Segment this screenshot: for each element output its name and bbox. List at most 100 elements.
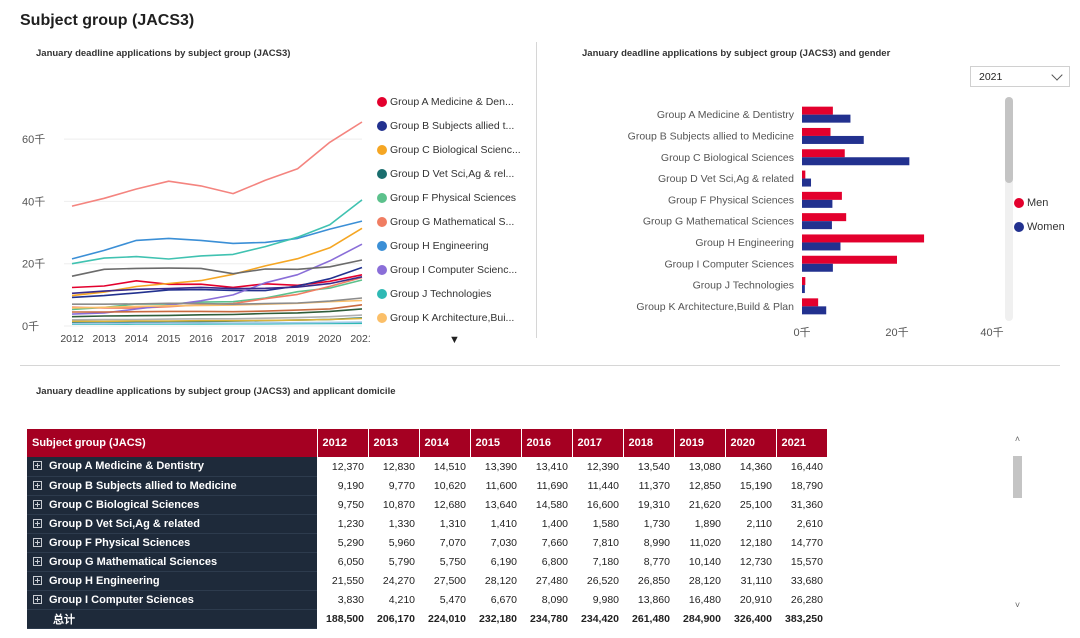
row-header[interactable]: Group D Vet Sci,Ag & related xyxy=(27,514,317,534)
expand-plus-icon[interactable] xyxy=(33,499,42,509)
bar[interactable] xyxy=(802,213,847,222)
column-header-subject[interactable]: Subject group (JACS) xyxy=(27,429,318,457)
series-line[interactable] xyxy=(71,321,363,325)
series-line[interactable] xyxy=(71,274,363,289)
table-cell: 3,830 xyxy=(337,593,364,606)
line-chart[interactable]: 0千 20千 40千 60千 2012 2013 2014 2015 2016 2017 2018 2… xyxy=(20,90,370,350)
series-line[interactable] xyxy=(71,121,363,207)
series-line[interactable] xyxy=(72,317,363,323)
scroll-down-icon[interactable]: ˅ xyxy=(1014,600,1021,610)
men-dot-icon xyxy=(1014,198,1024,208)
row-header[interactable]: Group F Physical Sciences xyxy=(27,533,317,553)
column-header-year[interactable]: 2020 xyxy=(725,429,777,457)
column-header-year[interactable]: 2017 xyxy=(572,429,624,457)
bar[interactable] xyxy=(802,285,805,294)
x-tick-label: 2021 xyxy=(350,333,370,345)
expand-plus-icon[interactable] xyxy=(33,575,42,585)
legend-item[interactable]: Group C Biological Scienc... xyxy=(377,138,527,162)
table-cell: 26,520 xyxy=(586,574,619,587)
matrix-scrollbar[interactable] xyxy=(1013,456,1022,498)
legend-item-women[interactable]: Women xyxy=(1014,221,1065,233)
bar[interactable] xyxy=(802,149,845,158)
expand-plus-icon[interactable] xyxy=(33,537,42,547)
column-header-year[interactable]: 2019 xyxy=(674,429,726,457)
series-line[interactable] xyxy=(71,259,363,277)
legend-more-icon[interactable]: ▼ xyxy=(449,334,460,346)
series-line[interactable] xyxy=(71,199,363,265)
scroll-up-icon[interactable]: ˄ xyxy=(1014,434,1021,444)
year-select[interactable]: 2021 xyxy=(970,66,1070,87)
series-line[interactable] xyxy=(71,227,363,297)
section-divider xyxy=(20,365,1060,366)
row-header[interactable]: Group B Subjects allied to Medicine xyxy=(27,476,317,496)
bar-chart[interactable]: Group A Medicine & Dentistry Group B Subj… xyxy=(540,96,1010,346)
bar[interactable] xyxy=(802,255,897,264)
bar[interactable] xyxy=(802,127,831,136)
column-header-year[interactable]: 2021 xyxy=(776,429,828,457)
bar[interactable] xyxy=(802,277,806,286)
legend-item[interactable]: Group K Architecture,Bui... xyxy=(377,306,527,330)
column-header-year[interactable]: 2012 xyxy=(317,429,369,457)
expand-plus-icon[interactable] xyxy=(33,518,42,528)
row-header[interactable]: Group A Medicine & Dentistry xyxy=(27,457,317,477)
column-header-year[interactable]: 2013 xyxy=(368,429,420,457)
bar-chart-scrollbar[interactable] xyxy=(1005,97,1013,183)
bar[interactable] xyxy=(802,114,851,123)
column-header-year[interactable]: 2018 xyxy=(623,429,675,457)
series-line[interactable] xyxy=(71,308,363,318)
bar[interactable] xyxy=(802,199,833,208)
table-cell: 7,030 xyxy=(490,536,517,549)
series-line[interactable] xyxy=(71,220,363,260)
bar[interactable] xyxy=(802,242,841,251)
expand-plus-icon[interactable] xyxy=(33,594,42,604)
legend-item[interactable]: Group F Physical Sciences xyxy=(377,186,527,210)
series-line[interactable] xyxy=(72,304,363,313)
bar[interactable] xyxy=(802,157,910,166)
bar[interactable] xyxy=(802,306,827,315)
row-header[interactable]: Group C Biological Sciences xyxy=(27,495,317,515)
series-line[interactable] xyxy=(72,297,363,305)
table-cell: 13,390 xyxy=(484,460,517,473)
bar[interactable] xyxy=(802,106,833,115)
legend-item[interactable]: Group D Vet Sci,Ag & rel... xyxy=(377,162,527,186)
table-cell: 19,310 xyxy=(637,498,670,511)
total-cell: 326,400 xyxy=(734,612,772,625)
table-cell: 10,620 xyxy=(433,479,466,492)
column-header-year[interactable]: 2016 xyxy=(521,429,573,457)
expand-plus-icon[interactable] xyxy=(33,480,42,490)
total-cell: 188,500 xyxy=(326,612,364,625)
legend-item[interactable]: Group G Mathematical S... xyxy=(377,210,527,234)
bar[interactable] xyxy=(802,178,812,187)
legend-item[interactable]: Group A Medicine & Den... xyxy=(377,90,527,114)
series-line[interactable] xyxy=(71,276,363,295)
bar-chart-scroll-track[interactable] xyxy=(1005,97,1013,321)
bar[interactable] xyxy=(802,191,842,200)
y-tick-label: 60千 xyxy=(22,133,45,146)
bar[interactable] xyxy=(802,135,864,144)
series-line[interactable] xyxy=(71,266,363,299)
row-header[interactable]: Group H Engineering xyxy=(27,571,317,591)
domicile-matrix[interactable]: Subject group (JACS) 2012 2013 2014 2015 2016… xyxy=(27,429,828,629)
bar[interactable] xyxy=(802,298,819,307)
bar[interactable] xyxy=(802,170,806,179)
legend-item[interactable]: Group B Subjects allied t... xyxy=(377,114,527,138)
series-line[interactable] xyxy=(71,314,363,321)
legend-item[interactable]: Group I Computer Scienc... xyxy=(377,258,527,282)
expand-plus-icon[interactable] xyxy=(33,461,42,471)
table-cell: 1,310 xyxy=(439,517,466,530)
bar[interactable] xyxy=(802,221,832,230)
table-cell: 31,360 xyxy=(790,498,823,511)
legend-item[interactable]: Group J Technologies xyxy=(377,282,527,306)
column-header-year[interactable]: 2014 xyxy=(419,429,471,457)
legend-item-men[interactable]: Men xyxy=(1014,197,1048,209)
legend-item[interactable]: Group H Engineering xyxy=(377,234,527,258)
table-cell: 12,830 xyxy=(382,460,415,473)
column-header-year[interactable]: 2015 xyxy=(470,429,522,457)
legend-label: Group F Physical Sciences xyxy=(390,192,517,204)
row-header[interactable]: Group I Computer Sciences xyxy=(27,590,317,610)
expand-plus-icon[interactable] xyxy=(33,556,42,566)
bar[interactable] xyxy=(802,263,833,272)
bar[interactable] xyxy=(802,234,925,243)
row-header[interactable]: Group G Mathematical Sciences xyxy=(27,552,317,572)
line-chart-legend[interactable]: Group A Medicine & Den... Group B Subject… xyxy=(377,90,527,330)
